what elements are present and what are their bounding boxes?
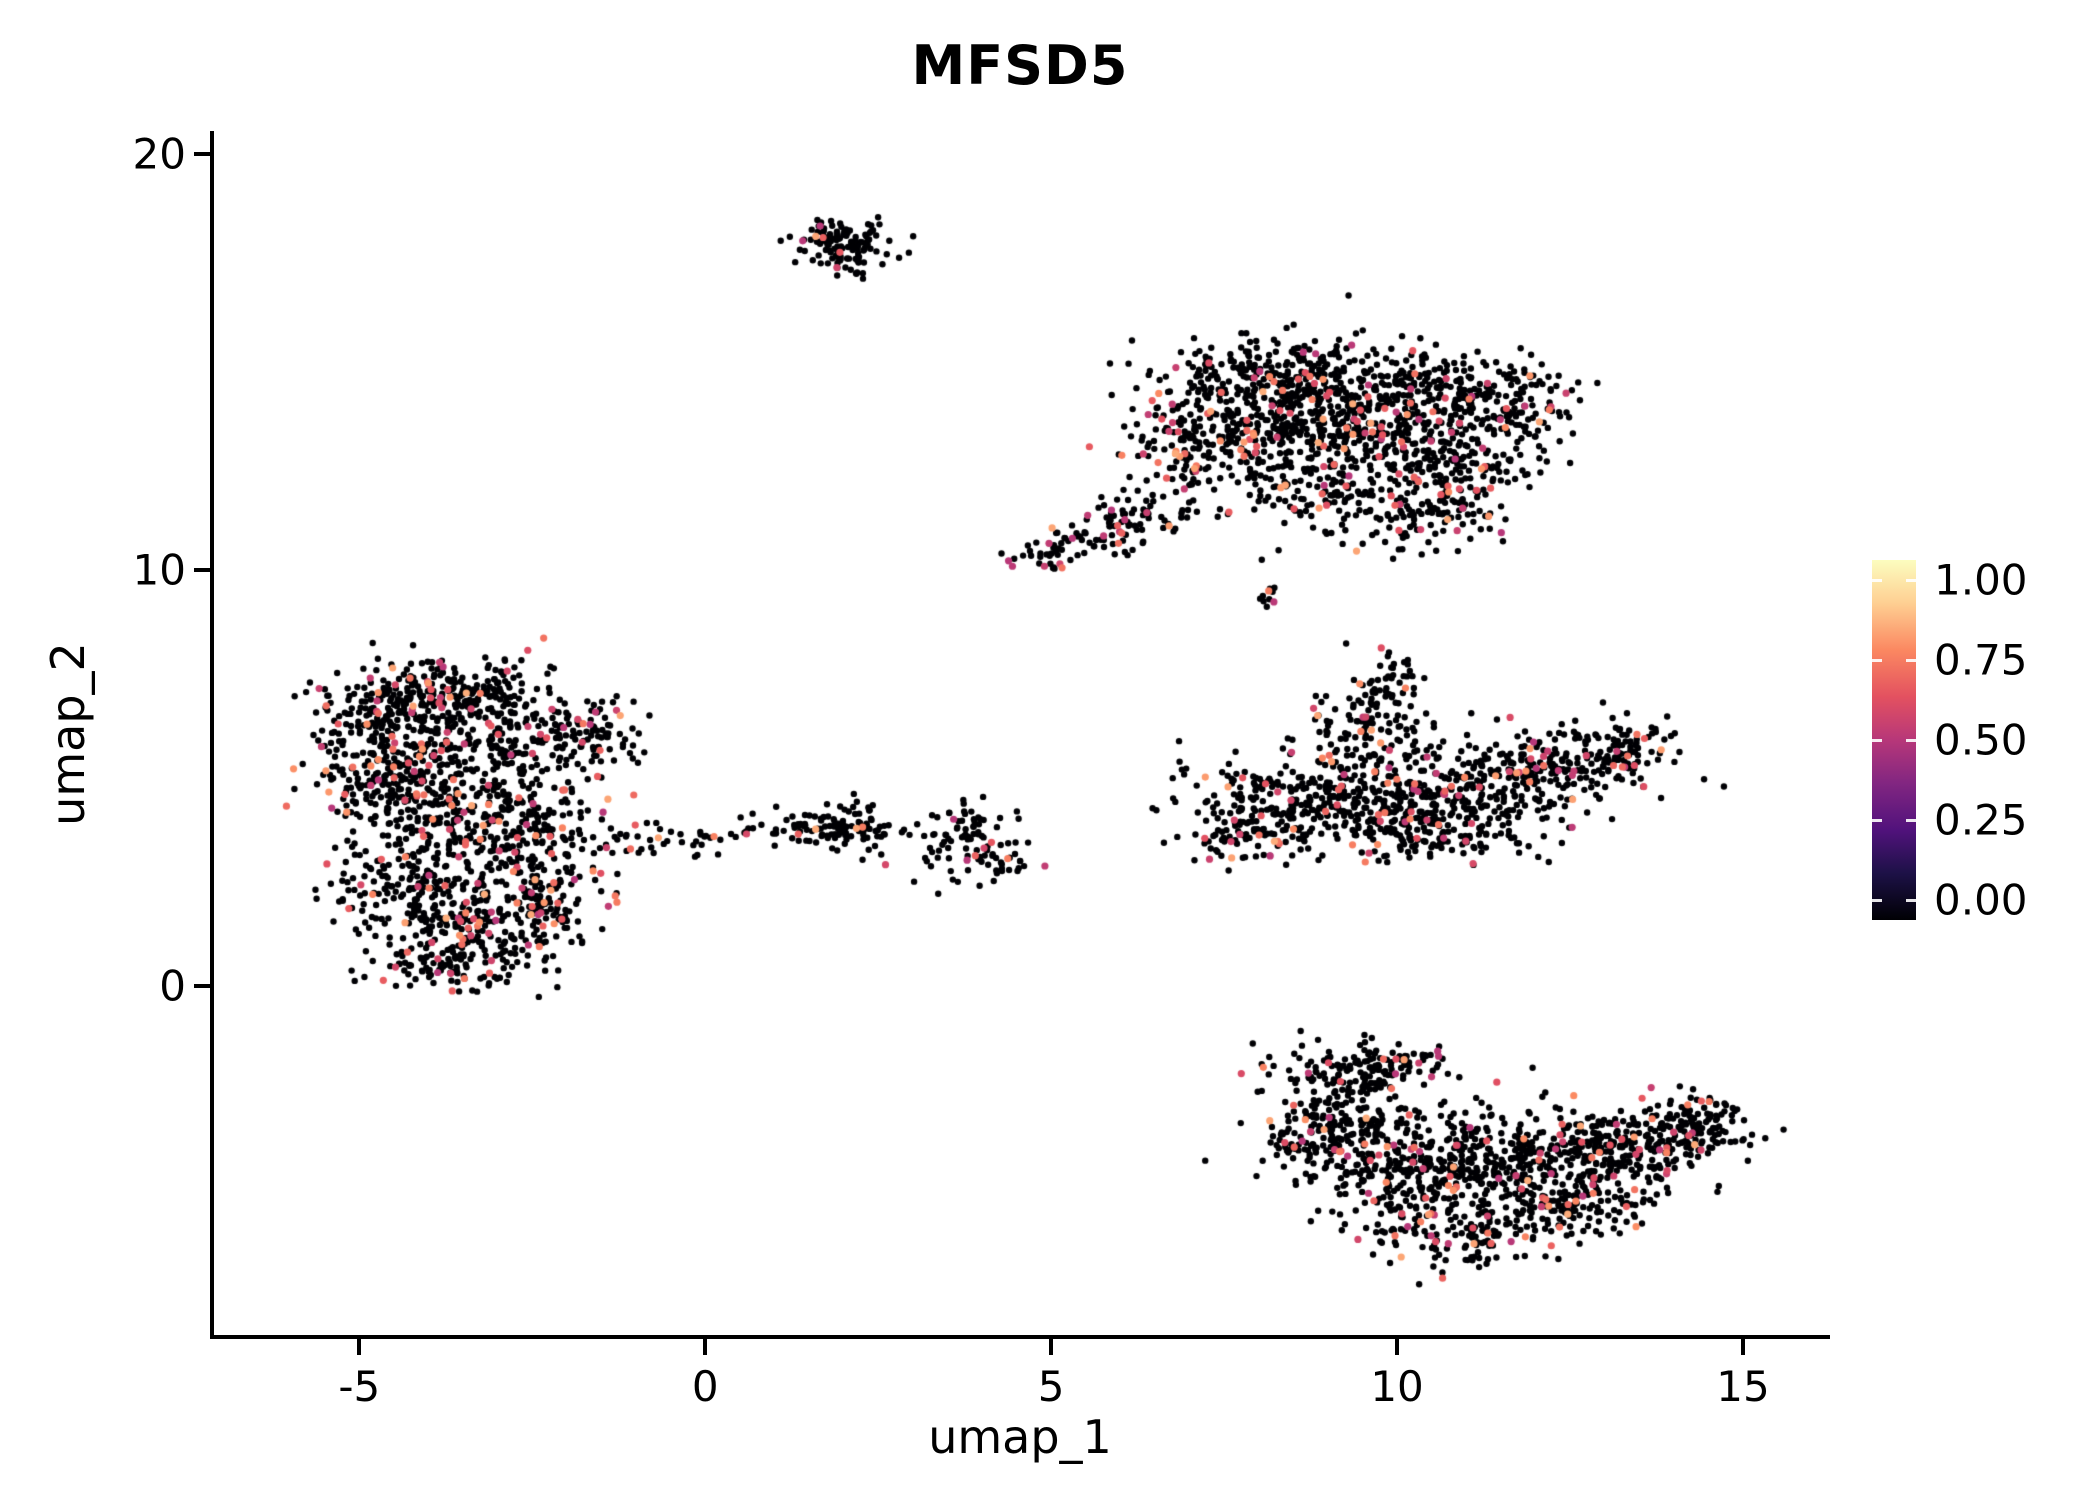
colorbar-gradient xyxy=(1872,560,1916,920)
colorbar-tick-mark xyxy=(1872,578,1882,582)
colorbar-tick-mark xyxy=(1906,738,1916,742)
x-tick-label: 15 xyxy=(1716,1362,1770,1411)
x-tick-label: 5 xyxy=(1037,1362,1065,1411)
plot-title: MFSD5 xyxy=(911,34,1129,97)
y-axis-label: umap_2 xyxy=(41,642,95,826)
scatter-canvas xyxy=(214,133,1826,1335)
colorbar-tick-mark xyxy=(1906,818,1916,822)
x-tick-label: -5 xyxy=(338,1362,381,1411)
colorbar-tick-label: 0.25 xyxy=(1934,795,2028,845)
x-tick-label: 10 xyxy=(1370,1362,1424,1411)
y-tick-label: 20 xyxy=(132,129,186,179)
colorbar-tick-label: 0.75 xyxy=(1934,635,2028,685)
x-tick-mark xyxy=(1740,1339,1745,1355)
colorbar-tick-label: 0.00 xyxy=(1934,875,2028,925)
x-tick-label: 0 xyxy=(691,1362,719,1411)
colorbar-tick-mark xyxy=(1872,658,1882,662)
colorbar-tick-mark xyxy=(1872,818,1882,822)
y-tick-mark xyxy=(194,983,210,988)
y-tick-mark xyxy=(194,151,210,156)
x-axis-line xyxy=(210,1335,1830,1339)
y-tick-label: 0 xyxy=(159,961,186,1011)
y-tick-label: 10 xyxy=(132,545,186,595)
x-axis-label: umap_1 xyxy=(928,1410,1112,1464)
y-tick-mark xyxy=(194,567,210,572)
colorbar-tick-mark xyxy=(1906,658,1916,662)
colorbar-tick-label: 1.00 xyxy=(1934,555,2028,605)
x-tick-mark xyxy=(1049,1339,1054,1355)
colorbar-tick-label: 0.50 xyxy=(1934,715,2028,765)
x-tick-mark xyxy=(1395,1339,1400,1355)
x-tick-mark xyxy=(703,1339,708,1355)
y-axis-line xyxy=(210,131,214,1339)
x-tick-mark xyxy=(357,1339,362,1355)
colorbar-tick-mark xyxy=(1906,578,1916,582)
colorbar-tick-mark xyxy=(1872,738,1882,742)
plot-panel xyxy=(214,133,1826,1335)
colorbar-legend xyxy=(1872,560,1916,920)
colorbar-tick-mark xyxy=(1872,898,1882,902)
colorbar-tick-mark xyxy=(1906,898,1916,902)
